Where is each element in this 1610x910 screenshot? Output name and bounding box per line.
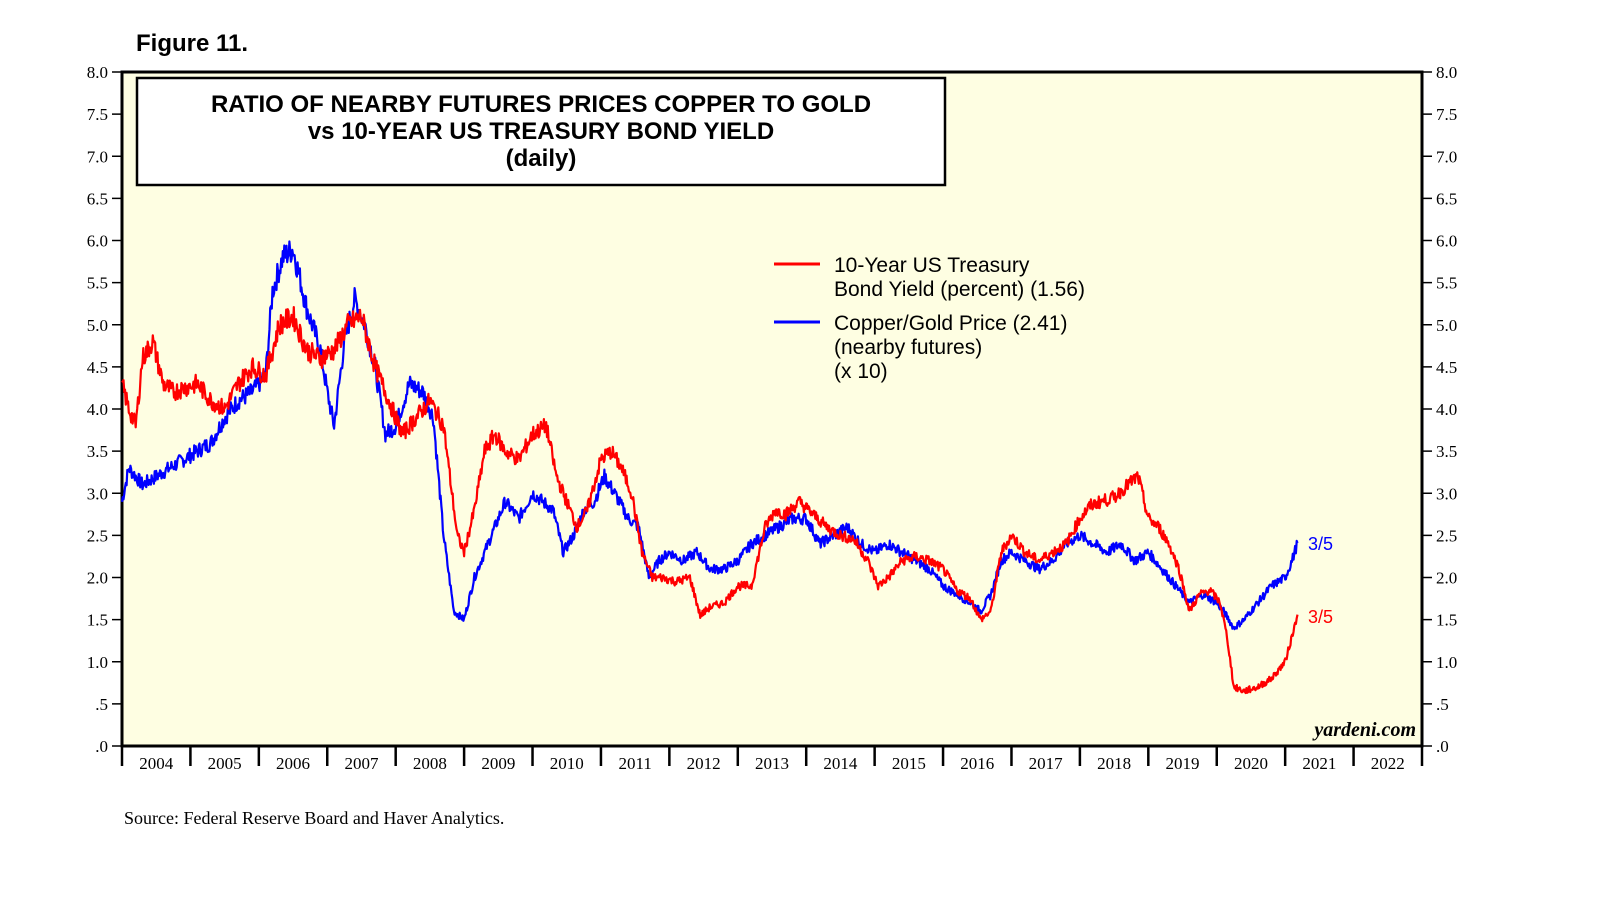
y-tick-label-right: 2.5 (1436, 526, 1457, 545)
y-tick-label-left: 6.5 (87, 189, 108, 208)
x-tick-label: 2009 (481, 754, 515, 773)
y-tick-label-left: 3.5 (87, 442, 108, 461)
x-axis: 2004 2005 2006 2007 2008 2009 2010 2011 2012 2013… (139, 754, 1405, 773)
x-tick-label: 2012 (687, 754, 721, 773)
x-tick-label: 2010 (550, 754, 584, 773)
x-tick-label: 2004 (139, 754, 174, 773)
y-tick-label-right: 1.5 (1436, 611, 1457, 630)
x-tick-label: 2021 (1302, 754, 1336, 773)
y-tick-label-left: 5.5 (87, 274, 108, 293)
series-lines (120, 240, 1299, 695)
y-tick-label-right: 1.0 (1436, 653, 1457, 672)
source-note: Source: Federal Reserve Board and Haver … (124, 808, 505, 828)
x-tick-label: 2013 (755, 754, 789, 773)
x-tick-label: 2011 (618, 754, 651, 773)
x-tick-label: 2007 (344, 754, 379, 773)
y-tick-label-right: 3.0 (1436, 484, 1457, 503)
y-tick-label-right: 7.0 (1436, 147, 1457, 166)
title-box (135, 76, 947, 187)
axis-ticks (112, 71, 1432, 766)
y-tick-label-right: .0 (1436, 737, 1449, 756)
y-tick-label-right: 4.5 (1436, 358, 1457, 377)
figure-label: Figure 11. (136, 30, 249, 57)
x-tick-label: 2005 (208, 754, 242, 773)
y-tick-label-left: 7.0 (87, 147, 108, 166)
y-tick-label-left: 8.0 (87, 63, 108, 82)
x-tick-label: 2017 (1029, 754, 1064, 773)
y-tick-label-left: 4.0 (87, 400, 108, 419)
chart-title-line-2: vs 10-YEAR US TREASURY BOND YIELD (308, 118, 774, 145)
legend-label-copper-gold-1: Copper/Gold Price (2.41) (834, 312, 1067, 335)
watermark: yardeni.com (1312, 719, 1416, 741)
x-tick-label: 2008 (413, 754, 447, 773)
x-tick-label: 2016 (960, 754, 994, 773)
legend-label-copper-gold-2: (nearby futures) (834, 336, 982, 359)
y-tick-label-right: 7.5 (1436, 105, 1457, 124)
y-tick-label-left: .5 (95, 695, 108, 714)
y-tick-label-right: 3.5 (1436, 442, 1457, 461)
legend-label-yield-1: 10-Year US Treasury (834, 254, 1030, 277)
end-label-copper-gold: 3/5 (1308, 534, 1333, 554)
series-line-yield (121, 306, 1299, 695)
y-axis-right: .0 .5 1.0 1.5 2.0 2.5 3.0 3.5 4.0 4.5 5.0 5.5 6.0 6.5… (1436, 63, 1457, 756)
x-tick-label: 2018 (1097, 754, 1131, 773)
y-tick-label-left: .0 (95, 737, 108, 756)
chart-title-line-1: RATIO OF NEARBY FUTURES PRICES COPPER TO… (211, 91, 871, 118)
y-tick-label-right: 4.0 (1436, 400, 1457, 419)
y-tick-label-left: 4.5 (87, 358, 108, 377)
y-tick-label-left: 2.0 (87, 569, 108, 588)
y-tick-label-right: 6.0 (1436, 232, 1457, 251)
y-tick-label-right: 5.0 (1436, 316, 1457, 335)
y-axis-left: .0 .5 1.0 1.5 2.0 2.5 3.0 3.5 4.0 4.5 5.0 5.5 6.0 6.5… (87, 63, 108, 756)
x-tick-label: 2020 (1234, 754, 1268, 773)
y-tick-label-left: 5.0 (87, 316, 108, 335)
end-label-yield: 3/5 (1308, 607, 1333, 627)
y-tick-label-left: 7.5 (87, 105, 108, 124)
legend-label-copper-gold-3: (x 10) (834, 360, 888, 383)
y-tick-label-left: 1.0 (87, 653, 108, 672)
x-tick-label: 2014 (823, 754, 858, 773)
y-tick-label-right: 8.0 (1436, 63, 1457, 82)
chart-title-line-3: (daily) (506, 145, 577, 172)
x-tick-label: 2006 (276, 754, 310, 773)
x-tick-label: 2022 (1371, 754, 1405, 773)
y-tick-label-right: 6.5 (1436, 189, 1457, 208)
y-tick-label-left: 2.5 (87, 526, 108, 545)
chart-title-box: RATIO OF NEARBY FUTURES PRICES COPPER TO… (135, 76, 947, 187)
y-tick-label-right: 2.0 (1436, 569, 1457, 588)
x-tick-label: 2019 (1166, 754, 1200, 773)
legend: 10-Year US Treasury Bond Yield (percent)… (774, 254, 1085, 383)
y-tick-label-left: 1.5 (87, 611, 108, 630)
y-tick-label-right: .5 (1436, 695, 1449, 714)
y-tick-label-left: 6.0 (87, 232, 108, 251)
y-tick-label-left: 3.0 (87, 484, 108, 503)
y-tick-label-right: 5.5 (1436, 274, 1457, 293)
x-tick-label: 2015 (892, 754, 926, 773)
legend-label-yield-2: Bond Yield (percent) (1.56) (834, 278, 1085, 301)
